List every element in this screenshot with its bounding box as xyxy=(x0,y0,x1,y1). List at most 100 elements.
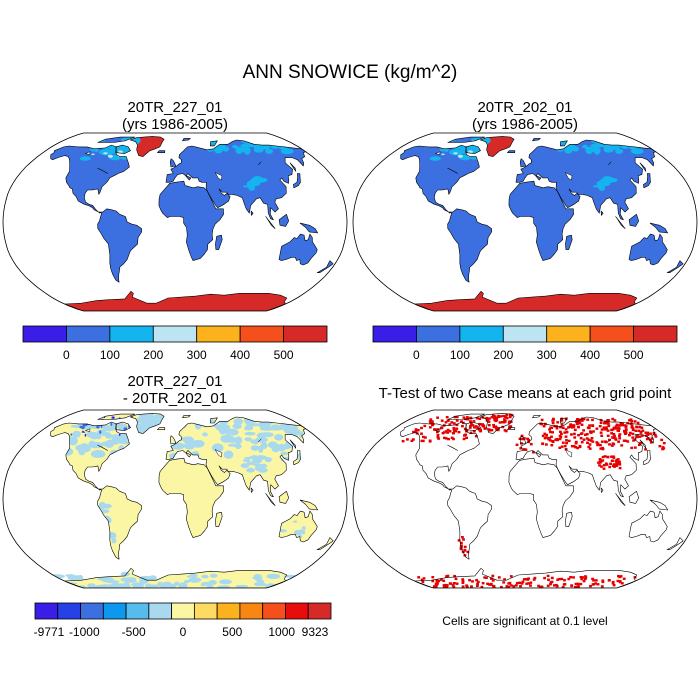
land-antarctica xyxy=(64,568,287,588)
significant-cells xyxy=(401,413,666,588)
colorbar-case1: 0 100 200 300 400 500 xyxy=(22,325,328,362)
colorbar-swatch xyxy=(589,325,634,343)
colorbar-tick-label: -1000 xyxy=(69,625,100,639)
land-africa xyxy=(158,458,224,538)
panel-title-ttest-line1: T-Test of two Case means at each grid po… xyxy=(378,385,672,402)
map-border xyxy=(352,132,698,312)
land-borneo xyxy=(279,214,289,227)
colorbar-tick-label: 500 xyxy=(222,625,242,639)
land-madagascar xyxy=(215,235,223,250)
colorbar-swatch xyxy=(459,325,504,343)
colorbar-tick-label: 500 xyxy=(624,348,644,362)
land-newguinea xyxy=(300,223,318,233)
land-borneo xyxy=(629,214,639,227)
panel-title-ttest: T-Test of two Case means at each grid po… xyxy=(350,385,700,402)
land-australia xyxy=(279,234,318,265)
colorbar-tick-label: 200 xyxy=(143,348,163,362)
map-diff xyxy=(2,409,348,589)
colorbar-swatch xyxy=(193,602,218,620)
land-africa xyxy=(508,181,574,261)
colorbar-case2: 0 100 200 300 400 500 xyxy=(372,325,678,362)
colorbar-swatch xyxy=(171,602,195,620)
colorbar-swatch xyxy=(22,325,67,343)
colorbar-swatch xyxy=(57,602,81,620)
land-britain xyxy=(520,158,526,167)
colorbar-swatch xyxy=(416,325,461,343)
colorbar-swatch xyxy=(239,325,284,343)
colorbar-tick-label: 400 xyxy=(580,348,600,362)
colorbar-tick-label: 500 xyxy=(274,348,294,362)
figure-title: ANN SNOWICE (kg/m^2) xyxy=(242,62,458,83)
panel-title-case2-line1: 20TR_202_01 xyxy=(477,99,573,116)
land-svalbard xyxy=(182,415,191,418)
colorbar-swatch xyxy=(148,602,173,620)
land-arcticis xyxy=(97,414,135,420)
panel-title-case2: 20TR_202_01 (yrs 1986-2005) xyxy=(390,99,660,133)
land-srilanka xyxy=(251,488,254,493)
land-japan xyxy=(293,173,301,188)
colorbar-swatch xyxy=(216,602,241,620)
land-eurasia xyxy=(516,140,656,220)
land-newzealand xyxy=(317,260,334,273)
colorbar-swatch xyxy=(152,325,198,343)
colorbar-tick-label: 1000 xyxy=(268,625,295,639)
land-svalbard xyxy=(532,138,541,141)
colorbar-swatch xyxy=(109,325,154,343)
land-namerica xyxy=(400,145,480,214)
map-case2 xyxy=(352,132,698,312)
ocean-area xyxy=(353,410,697,588)
land-britain xyxy=(170,158,176,167)
colorbar-swatch xyxy=(633,325,678,343)
land-samerica xyxy=(447,208,492,283)
map-border xyxy=(2,409,348,589)
ocean-area xyxy=(3,410,347,588)
panel-title-case1-line2: (yrs 1986-2005) xyxy=(122,116,228,133)
land-newzealand xyxy=(667,260,684,273)
colorbar-tick-label: 400 xyxy=(230,348,250,362)
colorbar-tick-label: 300 xyxy=(537,348,557,362)
land-madagascar xyxy=(565,235,573,250)
colorbar-tick-label: 9323 xyxy=(302,625,329,639)
colorbar-tick-label: 0 xyxy=(180,625,187,639)
colorbar-swatch xyxy=(283,325,328,343)
panel-title-diff-line2: - 20TR_202_01 xyxy=(122,390,228,407)
land-australia xyxy=(279,511,318,542)
colorbar-tick-label: 0 xyxy=(413,348,420,362)
land-srilanka xyxy=(251,211,254,216)
colorbar-swatch xyxy=(239,602,264,620)
colorbar-tick-label: 100 xyxy=(450,348,470,362)
colorbar-swatch xyxy=(125,602,150,620)
colorbar-swatch xyxy=(502,325,548,343)
panel-title-case1: 20TR_227_01 (yrs 1986-2005) xyxy=(40,99,310,133)
colorbar-swatch xyxy=(102,602,127,620)
colorbar-swatch xyxy=(285,602,309,620)
land-namerica xyxy=(50,145,130,214)
colorbar-swatch xyxy=(196,325,241,343)
land-australia xyxy=(629,234,668,265)
panel-title-case1-line1: 20TR_227_01 xyxy=(127,99,223,116)
land-srilanka xyxy=(601,211,604,216)
land-samerica xyxy=(97,208,142,283)
significance-note: Cells are significant at 0.1 level xyxy=(442,614,608,628)
colorbar-tick-label: 100 xyxy=(100,348,120,362)
map-ttest xyxy=(352,409,698,589)
panel-title-diff: 20TR_227_01 - 20TR_202_01 xyxy=(40,373,310,407)
land-antarctica xyxy=(64,291,287,311)
colorbar-swatch xyxy=(546,325,591,343)
colorbar-tick-label: 0 xyxy=(63,348,70,362)
colorbar-tick-label: -9771 xyxy=(34,625,65,639)
land-newguinea xyxy=(300,500,318,510)
map-border xyxy=(352,409,698,589)
colorbar-swatch xyxy=(66,325,111,343)
ocean-area xyxy=(3,133,347,311)
panel-title-diff-line1: 20TR_227_01 xyxy=(127,373,223,390)
land-antarctica xyxy=(414,291,637,311)
colorbar-swatch xyxy=(262,602,286,620)
land-newzealand xyxy=(317,537,334,550)
ocean-area xyxy=(353,133,697,311)
panel-title-case2-line2: (yrs 1986-2005) xyxy=(472,116,578,133)
land-madagascar xyxy=(215,512,223,527)
land-britain xyxy=(170,435,176,444)
land-borneo xyxy=(279,491,289,504)
colorbar-tick-label: 300 xyxy=(187,348,207,362)
